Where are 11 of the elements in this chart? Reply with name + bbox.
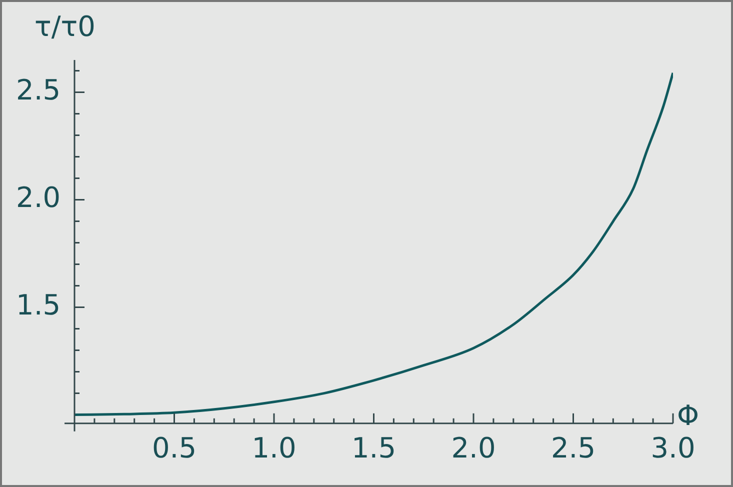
y-tick-label: 1.5 — [16, 288, 61, 322]
x-tick-label: 1.0 — [252, 431, 296, 464]
y-tick-label: 2.0 — [16, 181, 61, 214]
x-tick-label: 2.5 — [550, 431, 596, 464]
x-tick-label: 0.5 — [152, 431, 197, 464]
y-tick-label: 2.5 — [16, 74, 61, 107]
x-tick-label: 1.5 — [351, 431, 396, 464]
x-axis-title: Φ — [677, 399, 700, 432]
x-tick-label: 2.0 — [451, 431, 496, 464]
y-axis-title: τ/τ0 — [34, 10, 96, 43]
x-tick-label: 3.0 — [650, 431, 696, 464]
